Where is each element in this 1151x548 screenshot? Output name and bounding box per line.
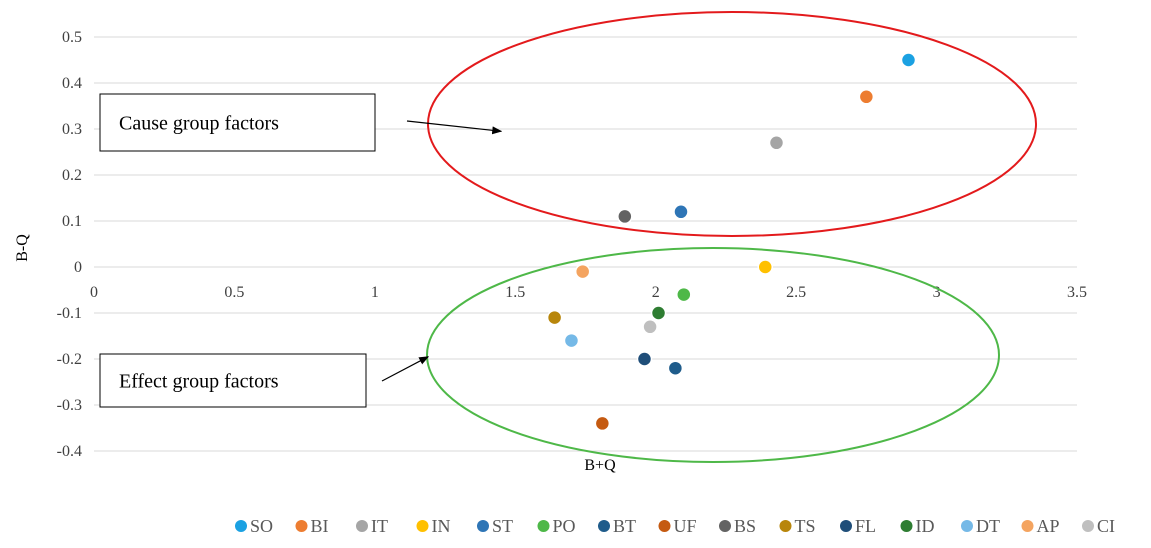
legend-label-dt: DT: [976, 516, 1000, 536]
legend-label-uf: UF: [674, 516, 697, 536]
data-points: [546, 52, 917, 432]
legend-marker-dt: [961, 520, 973, 532]
y-tick-label: 0.2: [62, 167, 82, 184]
x-tick-label: 3.5: [1067, 284, 1087, 301]
legend-label-ci: CI: [1097, 516, 1115, 536]
y-tick-label: 0.3: [62, 121, 82, 138]
legend-marker-fl: [840, 520, 852, 532]
x-axis-title: B+Q: [584, 457, 616, 474]
cause-group-ellipse: [427, 11, 1037, 237]
x-tick-label: 1.5: [505, 284, 525, 301]
legend-marker-ts: [779, 520, 792, 532]
legend-marker-bt: [598, 520, 610, 532]
annotation-text: Effect group factors: [119, 371, 279, 393]
legend-marker-bs: [719, 520, 731, 532]
legend: SO BI IT IN ST PO BT UF BS TS FL ID DT AP CI: [235, 516, 1115, 536]
legend-label-po: PO: [553, 516, 576, 536]
legend-marker-so: [235, 520, 247, 532]
legend-marker-st: [477, 520, 489, 532]
y-tick-label: -0.4: [57, 443, 82, 460]
legend-label-bs: BS: [734, 516, 756, 536]
annotation-text: Cause group factors: [119, 113, 279, 135]
annotation-box: [99, 93, 376, 152]
legend-label-st: ST: [492, 516, 513, 536]
legend-label-bi: BI: [311, 516, 329, 536]
point-bt: [667, 360, 684, 376]
x-tick-label: 0.5: [224, 284, 244, 301]
point-it: [768, 135, 785, 151]
y-tick-label: 0.1: [62, 213, 82, 230]
annotation-arrow: [381, 356, 430, 382]
point-fl: [636, 351, 653, 367]
annotation-box: [99, 353, 367, 408]
legend-label-bt: BT: [613, 516, 636, 536]
group-ellipses: [426, 11, 1037, 463]
y-tick-labels: 0.5 0.4 0.3 0.2 0.1 0 -0.1 -0.2 -0.3 -0.4: [57, 29, 82, 460]
legend-marker-in: [416, 520, 429, 532]
point-bi: [858, 89, 875, 105]
point-dt: [563, 332, 580, 349]
point-bs: [617, 208, 633, 225]
legend-marker-ap: [1021, 520, 1034, 532]
legend-marker-it: [356, 520, 368, 532]
x-tick-labels: 0 0.5 1 1.5 2 2.5 3 3.5: [90, 284, 1087, 301]
legend-label-id: ID: [916, 516, 935, 536]
x-tick-label: 0: [90, 284, 98, 301]
legend-label-so: SO: [250, 516, 273, 536]
point-st: [673, 204, 689, 220]
point-po: [676, 286, 692, 303]
y-axis-title: B-Q: [14, 234, 31, 262]
point-uf: [594, 415, 611, 432]
legend-label-it: IT: [371, 516, 388, 536]
x-tick-label: 3: [933, 284, 941, 301]
legend-label-fl: FL: [855, 516, 876, 536]
point-id: [650, 305, 667, 321]
x-tick-label: 2: [652, 284, 660, 301]
legend-marker-uf: [658, 520, 671, 532]
annotations: Cause group factors Effect group factors: [99, 93, 503, 408]
annotation-arrow: [406, 120, 503, 135]
x-tick-label: 1: [371, 284, 379, 301]
legend-marker-po: [537, 520, 550, 532]
legend-marker-ci: [1082, 520, 1094, 532]
point-so: [900, 52, 917, 68]
y-tick-label: -0.3: [57, 397, 82, 414]
y-tick-label: -0.1: [57, 305, 82, 322]
point-ap: [574, 263, 591, 280]
point-in: [757, 259, 773, 275]
x-tick-label: 2.5: [786, 284, 806, 301]
y-tick-label: 0.4: [62, 75, 82, 92]
effect-group-ellipse: [426, 247, 1000, 463]
y-tick-label: -0.2: [57, 351, 82, 368]
legend-label-ap: AP: [1037, 516, 1060, 536]
point-ci: [642, 319, 658, 335]
y-tick-label: 0.5: [62, 29, 82, 46]
legend-marker-bi: [295, 520, 308, 532]
legend-label-ts: TS: [795, 516, 816, 536]
legend-label-in: IN: [432, 516, 451, 536]
y-tick-label: 0: [74, 259, 82, 276]
legend-marker-id: [900, 520, 913, 532]
point-ts: [546, 309, 563, 326]
